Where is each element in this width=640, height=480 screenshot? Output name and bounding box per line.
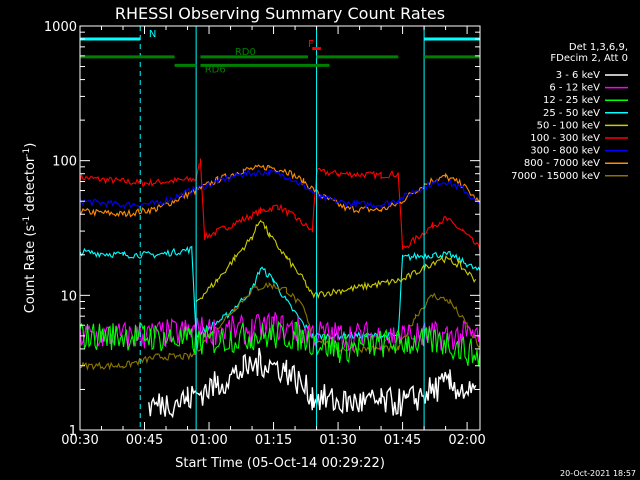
- series-line-2: [79, 168, 481, 210]
- legend-entry-label-5: 100 - 300 keV: [530, 133, 600, 144]
- x-tick-label-6: 02:00: [448, 433, 485, 448]
- legend-entry-label-0: 3 - 6 keV: [556, 70, 600, 81]
- y-axis-label: Count Rate (s-1 detector-1): [22, 143, 38, 314]
- x-tick-label-2: 01:00: [190, 433, 227, 448]
- plot-frame: [79, 25, 481, 431]
- frame-layer: 00:30 00:45 01:00 01:15 01:30 01:45 02:00 1 10 10…: [44, 20, 486, 448]
- legend-entry-label-8: 7000 - 15000 keV: [511, 171, 600, 182]
- legend-entry-label-4: 50 - 100 keV: [537, 120, 601, 131]
- legend-entry-label-2: 12 - 25 keV: [543, 95, 600, 106]
- x-tick-label-4: 01:30: [319, 433, 356, 448]
- legend-entry-label-6: 300 - 800 keV: [530, 146, 600, 157]
- legend-entry-label-1: 6 - 12 keV: [549, 83, 600, 94]
- legend-header-1: FDecim 2, Att 0: [550, 53, 628, 64]
- bar-label-2: RD6: [205, 65, 226, 76]
- bar-label-0: N: [149, 29, 156, 40]
- series-layer: [79, 26, 481, 430]
- series-line-3: [79, 245, 481, 342]
- bar-label-3: F: [308, 39, 314, 50]
- x-tick-label-3: 01:15: [255, 433, 292, 448]
- footer-date: 20-Oct-2021 18:57: [560, 469, 636, 478]
- series-line-6: [79, 311, 481, 351]
- x-tick-label-5: 01:45: [384, 433, 421, 448]
- y-tick-label-3: 1000: [44, 20, 77, 35]
- legend: Det 1,3,6,9,FDecim 2, Att 0 3 - 6 keV 6 - …: [511, 42, 628, 182]
- x-axis-label: Start Time (05-Oct-14 00:29:22): [175, 456, 385, 471]
- legend-entry-label-3: 25 - 50 keV: [543, 108, 600, 119]
- y-tick-label-0: 1: [69, 424, 77, 439]
- series-line-4: [195, 219, 477, 303]
- bar-label-1: RD0: [235, 47, 256, 58]
- chart-title: RHESSI Observing Summary Count Rates: [115, 4, 445, 23]
- x-tick-label-0: 00:30: [61, 433, 98, 448]
- series-line-7: [79, 320, 481, 367]
- legend-entry-label-7: 800 - 7000 keV: [524, 158, 600, 169]
- y-tick-label-2: 100: [52, 155, 77, 170]
- attenuator-bar-layer: N RD0 RD6 F: [80, 29, 480, 76]
- x-tick-label-1: 00:45: [126, 433, 163, 448]
- series-line-8: [148, 347, 477, 419]
- series-line-0: [79, 158, 481, 251]
- series-line-5: [79, 282, 481, 371]
- legend-header-0: Det 1,3,6,9,: [569, 42, 628, 53]
- y-tick-label-1: 10: [60, 289, 77, 304]
